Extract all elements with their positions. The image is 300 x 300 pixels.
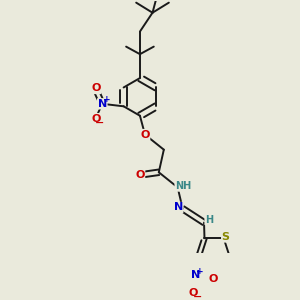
Text: +: + [196,267,204,276]
Text: N: N [98,99,107,109]
Text: O: O [135,170,145,180]
Text: N: N [173,202,183,212]
Text: N: N [191,270,201,280]
Text: O: O [91,83,101,94]
Text: O: O [91,114,101,124]
Text: S: S [222,232,230,242]
Text: −: − [95,118,104,128]
Text: −: − [193,292,202,300]
Text: H: H [205,214,213,224]
Text: O: O [140,130,150,140]
Text: NH: NH [175,181,191,191]
Text: O: O [208,274,218,284]
Text: +: + [103,95,110,104]
Text: O: O [189,288,198,298]
